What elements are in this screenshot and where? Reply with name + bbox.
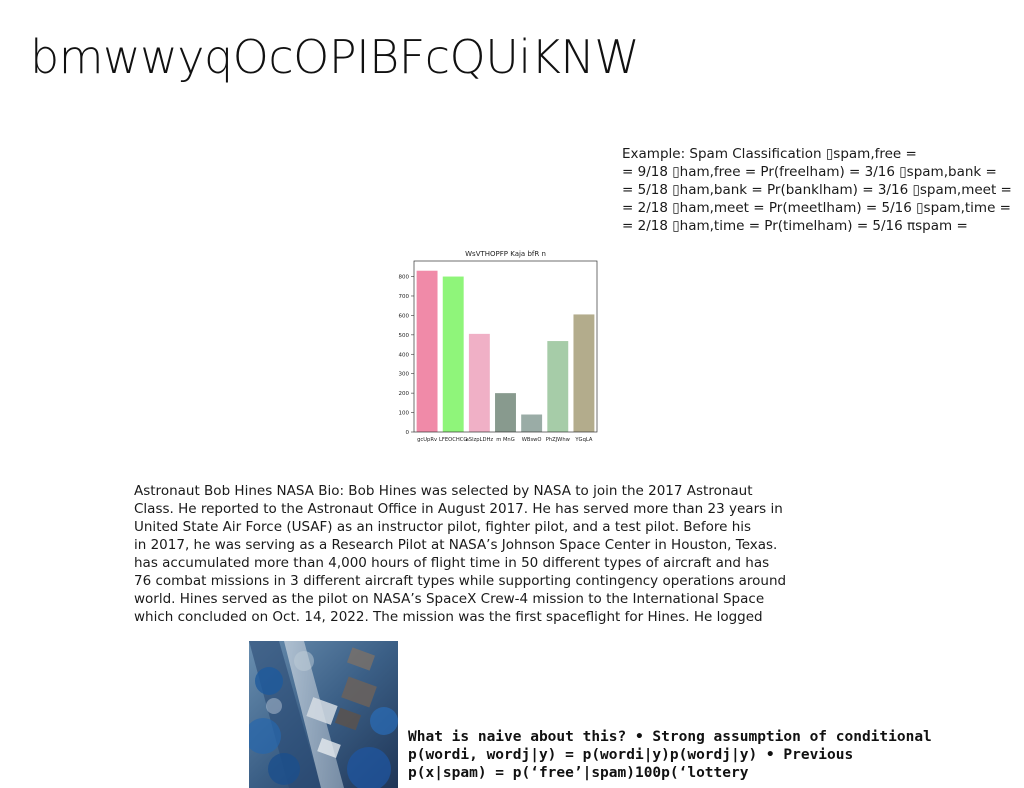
x-tick-label: YGqLA — [574, 437, 592, 443]
y-tick-label: 0 — [406, 430, 410, 436]
naive-bayes-text: What is naive about this? • Strong assum… — [408, 728, 1008, 782]
bar — [442, 276, 464, 432]
bar — [468, 333, 490, 432]
x-tick-label: m MnG — [496, 437, 515, 443]
bar — [573, 314, 595, 432]
y-tick-label: 300 — [399, 372, 410, 378]
astronaut-bio-text: Astronaut Bob Hines NASA Bio: Bob Hines … — [134, 482, 824, 626]
aerial-photo-image — [249, 641, 398, 788]
bio-line: world. Hines served as the pilot on NASA… — [134, 591, 765, 607]
y-tick-label: 100 — [399, 411, 410, 417]
spam-classification-text: Example: Spam Classification ▯spam,free … — [622, 145, 1024, 235]
plot-frame — [413, 260, 598, 433]
spam-line: = 9/18 ▯ham,free = Pr(freelham) = 3/16 ▯… — [622, 164, 997, 180]
spam-line: = 5/18 ▯ham,bank = Pr(banklham) = 3/16 ▯… — [622, 182, 1012, 198]
y-tick-label: 200 — [399, 391, 410, 397]
chart-title: WsVTHOPFP Kaja bfR n — [465, 250, 546, 258]
naive-line: p(wordi, wordj|y) = p(wordi|y)p(wordj|y)… — [408, 747, 854, 763]
spam-line: = 2/18 ▯ham,time = Pr(timelham) = 5/16 π… — [622, 218, 968, 234]
page-title: bmwwyqOcOPIBFcQUiKNW — [30, 30, 640, 84]
x-tick-label: aSlzpLDHz — [466, 437, 494, 443]
x-tick-label: LFEOCHCG — [439, 437, 467, 443]
y-tick-label: 400 — [399, 352, 410, 358]
naive-line: What is naive about this? • Strong assum… — [408, 729, 932, 745]
bio-line: United State Air Force (USAF) as an inst… — [134, 519, 752, 535]
naive-line: p(x|spam) = p(‘free’|spam)100p(‘lottery — [408, 765, 749, 781]
y-tick-label: 800 — [399, 275, 410, 281]
spam-line: Example: Spam Classification ▯spam,free … — [622, 146, 917, 162]
bio-line: 76 combat missions in 3 different aircra… — [134, 573, 787, 589]
y-tick-label: 600 — [399, 313, 410, 319]
bar-chart-figure: WsVTHOPFP Kaja bfR n gcUpRv LFEOCHCG aSlzpL… — [390, 246, 600, 446]
bar — [547, 341, 569, 432]
x-tick-label: WBswO — [522, 437, 542, 443]
x-tick-label: gcUpRv — [417, 437, 437, 443]
bar-chart: WsVTHOPFP Kaja bfR n gcUpRv LFEOCHCGaSlzpL… — [399, 250, 598, 443]
bar — [416, 270, 438, 432]
bio-line: Astronaut Bob Hines NASA Bio: Bob Hines … — [134, 483, 753, 499]
bio-line: in 2017, he was serving as a Research Pi… — [134, 537, 778, 553]
y-tick-label: 700 — [399, 294, 410, 300]
spam-line: = 2/18 ▯ham,meet = Pr(meetlham) = 5/16 ▯… — [622, 200, 1011, 216]
aerial-photo — [249, 641, 398, 788]
bio-line: Class. He reported to the Astronaut Offi… — [134, 501, 783, 517]
bar — [495, 393, 516, 432]
y-tick-label: 500 — [399, 333, 410, 339]
x-tick-label: PhZJWhw — [546, 437, 571, 443]
bio-line: which concluded on Oct. 14, 2022. The mi… — [134, 609, 763, 625]
bio-line: has accumulated more than 4,000 hours of… — [134, 555, 770, 571]
bar — [521, 414, 543, 432]
